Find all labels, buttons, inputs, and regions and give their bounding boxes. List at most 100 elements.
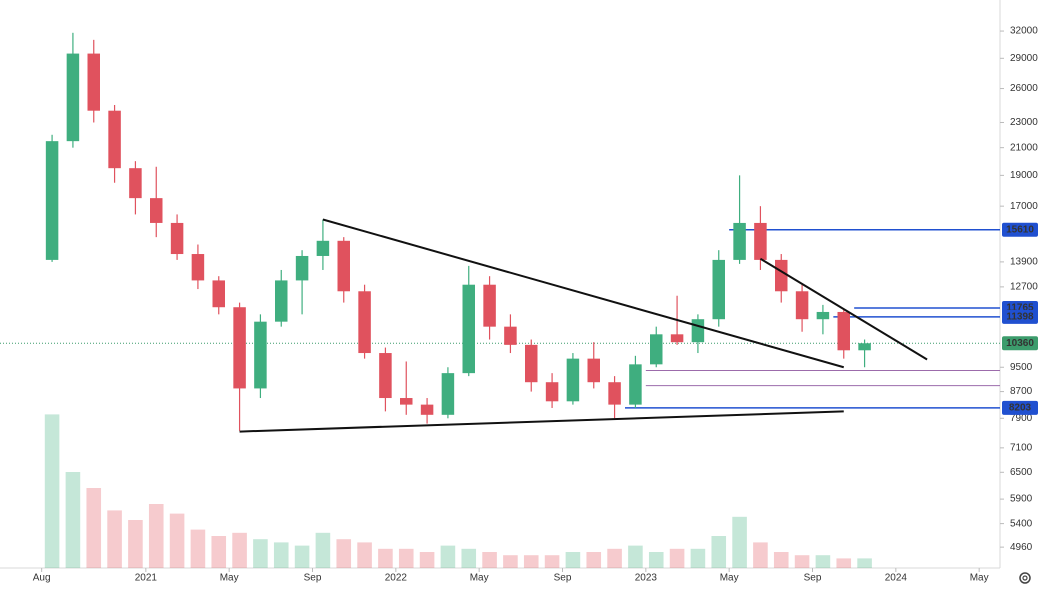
candle-body — [66, 53, 80, 142]
volume-bar — [190, 529, 206, 568]
volume-bar — [398, 548, 414, 568]
candle-body — [295, 255, 309, 281]
candle-body — [566, 358, 580, 402]
candle-body — [462, 284, 475, 374]
y-tick-label: 13900 — [1010, 257, 1038, 268]
candle-body — [545, 382, 559, 402]
y-tick-label: 8700 — [1010, 386, 1033, 397]
volume-bar — [794, 555, 810, 568]
x-tick-label: 2022 — [385, 573, 408, 584]
volume-bar — [586, 552, 602, 568]
level-price-box — [1002, 309, 1038, 324]
x-tick-label: 2021 — [135, 573, 158, 584]
candle-body — [816, 311, 830, 320]
volume-bar — [336, 539, 352, 568]
level-price-label: 8203 — [1009, 403, 1032, 414]
volume-bar — [107, 510, 122, 568]
volume-bar — [148, 504, 164, 568]
volume-bar — [628, 545, 643, 568]
volume-bar — [732, 516, 747, 568]
y-tick-label: 6500 — [1010, 467, 1033, 478]
candle-body — [87, 53, 100, 111]
candle-body — [233, 307, 246, 389]
volume-bar — [836, 558, 852, 568]
volume-bar — [294, 545, 310, 568]
candle-body — [525, 344, 538, 383]
level-price-label: 15610 — [1006, 224, 1034, 235]
candle-body — [254, 321, 267, 389]
y-tick-label: 5400 — [1010, 518, 1033, 529]
volume-bar — [690, 548, 706, 568]
candle-body — [400, 398, 413, 405]
last-price-box — [1002, 336, 1038, 351]
candle-body — [275, 280, 288, 322]
candle-body — [795, 291, 809, 320]
volume-bar — [357, 542, 372, 568]
volume-bar — [815, 555, 831, 568]
trend-line — [322, 218, 845, 369]
volume-bar — [773, 552, 789, 568]
volume-bar — [669, 548, 685, 568]
y-tick-label: 29000 — [1010, 53, 1038, 64]
volume-bar — [482, 552, 497, 568]
y-tick-label: 19000 — [1010, 170, 1038, 181]
volume-bar — [315, 532, 331, 568]
volume-bar — [169, 513, 185, 568]
candle-body — [337, 240, 350, 292]
candle-body — [129, 168, 142, 199]
volume-bar — [607, 548, 622, 568]
y-tick-label: 17000 — [1010, 201, 1038, 212]
level-price-box — [1002, 400, 1038, 415]
volume-bar — [648, 552, 664, 568]
last-price-label: 10360 — [1006, 338, 1034, 349]
x-tick-label: May — [970, 573, 989, 584]
candle-body — [691, 319, 705, 343]
candle-body — [191, 254, 205, 281]
volume-bar — [523, 555, 539, 568]
settings-gear-hub[interactable] — [1022, 575, 1028, 581]
candle-body — [358, 291, 371, 354]
x-tick-label: 2023 — [635, 573, 658, 584]
candle-body — [733, 222, 746, 260]
volume-bar — [273, 542, 289, 568]
candle-body — [629, 364, 642, 405]
volume-bar — [128, 520, 143, 568]
level-price-box — [1002, 222, 1038, 237]
volume-bar — [44, 414, 60, 568]
candle-body — [670, 334, 684, 343]
candle-body — [775, 259, 788, 292]
volume-bar — [461, 548, 477, 568]
candle-body — [379, 353, 392, 399]
candle-body — [858, 343, 871, 351]
volume-bar — [378, 548, 393, 568]
y-tick-label: 7100 — [1010, 442, 1033, 453]
x-tick-label: Sep — [304, 573, 322, 584]
y-tick-label: 12700 — [1010, 282, 1038, 293]
y-tick-label: 7900 — [1010, 413, 1033, 424]
level-price-label: 11765 — [1006, 303, 1034, 314]
candle-body — [441, 373, 455, 415]
volume-bar — [565, 552, 581, 568]
candle-body — [754, 222, 767, 260]
volume-bar — [440, 545, 456, 568]
candle-body — [504, 326, 517, 345]
volume-bar — [232, 532, 247, 568]
candle-body — [483, 284, 496, 327]
y-tick-label: 5900 — [1010, 494, 1033, 505]
y-tick-label: 21000 — [1010, 142, 1038, 153]
y-tick-label: 9500 — [1010, 362, 1033, 373]
x-tick-label: Sep — [554, 573, 572, 584]
settings-icon[interactable] — [1019, 572, 1031, 584]
candle-body — [587, 358, 600, 383]
volume-bar — [753, 542, 768, 568]
candle-body — [45, 141, 59, 260]
settings-gear[interactable] — [1019, 572, 1031, 584]
x-tick-label: May — [720, 573, 739, 584]
level-price-label: 11398 — [1006, 311, 1034, 322]
trend-line — [759, 257, 928, 361]
candle-body — [837, 311, 850, 351]
x-tick-label: May — [220, 573, 239, 584]
volume-bar — [857, 558, 872, 568]
